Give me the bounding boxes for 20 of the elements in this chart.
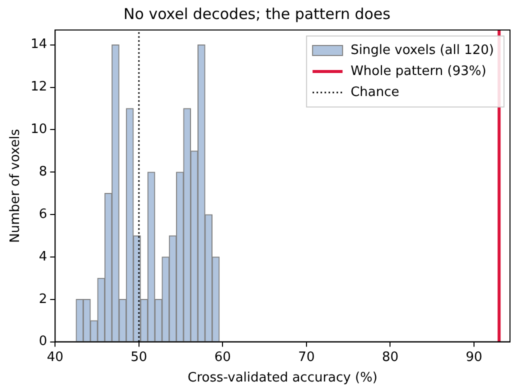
x-tick-label: 40 — [46, 350, 64, 365]
y-axis-title: Number of voxels — [8, 128, 24, 243]
chart-title: No voxel decodes; the pattern does — [124, 4, 391, 23]
y-tick-label: 10 — [30, 122, 48, 138]
x-tick-label: 90 — [466, 350, 482, 365]
y-tick-label: 4 — [38, 249, 48, 264]
legend-label: Single voxels (all 120) — [350, 42, 494, 58]
x-tick-label: 60 — [214, 350, 231, 365]
ref-line-label: Chance — [350, 84, 400, 100]
y-tick-label: 8 — [38, 164, 48, 180]
x-tick-label: 80 — [382, 350, 398, 365]
x-tick-label: 70 — [298, 350, 315, 365]
y-tick-label: 0 — [38, 334, 48, 350]
y-tick-label: 12 — [30, 80, 48, 95]
y-tick-label: 2 — [38, 292, 48, 307]
x-axis-title: Cross-validated accuracy (%) — [188, 370, 378, 386]
x-tick-label: 50 — [130, 350, 148, 365]
y-tick-label: 6 — [38, 206, 48, 222]
ref-line-label: Whole pattern (93%) — [350, 64, 486, 79]
y-tick-label: 14 — [30, 37, 48, 52]
